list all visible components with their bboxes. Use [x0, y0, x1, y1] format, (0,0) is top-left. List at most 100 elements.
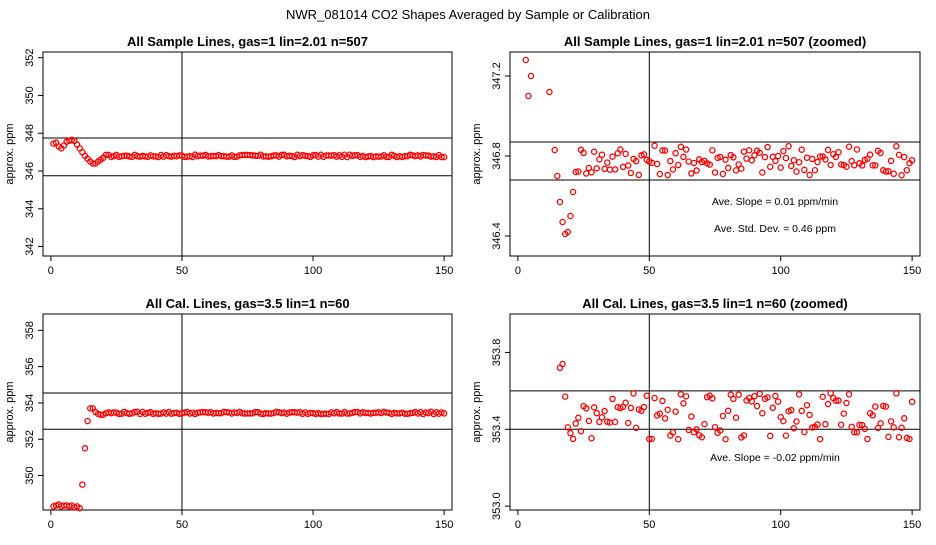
- data-point: [887, 157, 895, 165]
- y-tick-label: 350: [24, 466, 36, 484]
- data-point: [874, 424, 882, 432]
- y-tick-label: 353.4: [491, 416, 503, 444]
- data-point: [627, 169, 635, 177]
- data-point: [693, 167, 700, 174]
- data-point: [785, 142, 792, 150]
- data-point: [732, 167, 740, 174]
- data-point: [843, 163, 850, 171]
- data-point: [717, 427, 724, 434]
- data-point: [582, 405, 590, 412]
- data-point: [782, 432, 790, 439]
- data-point: [706, 161, 713, 168]
- chart-panel-4: All Cal. Lines, gas=3.5 lin=1 n=60 (zoom…: [471, 296, 921, 531]
- data-point: [832, 153, 840, 161]
- data-point: [869, 162, 876, 169]
- data-point: [664, 171, 671, 179]
- data-point: [630, 390, 637, 397]
- data-point: [759, 409, 766, 417]
- data-point: [851, 161, 858, 169]
- y-tick-label: 352: [24, 48, 36, 66]
- data-point: [890, 170, 897, 178]
- data-point: [853, 429, 861, 436]
- data-point: [669, 166, 677, 173]
- data-point: [556, 198, 564, 206]
- data-point: [598, 414, 606, 421]
- data-point: [648, 435, 656, 443]
- data-point: [738, 165, 745, 172]
- data-point: [569, 188, 577, 196]
- data-point: [795, 158, 803, 166]
- plot-frame: [509, 313, 921, 511]
- data-point: [743, 155, 750, 162]
- data-point: [806, 411, 813, 419]
- data-point: [837, 421, 845, 428]
- data-point: [900, 153, 908, 161]
- data-point: [893, 390, 900, 397]
- data-point: [656, 170, 664, 178]
- data-point: [672, 149, 679, 157]
- data-point: [837, 161, 845, 168]
- data-point: [680, 400, 687, 407]
- data-point: [756, 390, 763, 398]
- data-series: [50, 405, 448, 512]
- data-point: [908, 157, 916, 164]
- data-point: [81, 445, 89, 452]
- data-point: [661, 415, 669, 422]
- data-point: [115, 410, 123, 418]
- data-point: [722, 156, 729, 163]
- data-point: [674, 435, 682, 443]
- data-point: [102, 151, 110, 159]
- data-point: [527, 72, 535, 80]
- data-point: [585, 417, 593, 425]
- data-point: [801, 166, 808, 174]
- data-point: [661, 147, 669, 154]
- data-point: [724, 407, 732, 415]
- data-point: [819, 393, 827, 401]
- x-tick-label: 150: [903, 265, 921, 277]
- data-point: [827, 161, 834, 169]
- x-tick-label: 50: [643, 265, 655, 277]
- data-point: [682, 393, 690, 400]
- data-point: [735, 391, 742, 398]
- data-point: [895, 434, 903, 441]
- data-point: [79, 481, 86, 488]
- data-point: [845, 391, 853, 398]
- data-point: [627, 404, 635, 412]
- data-point: [801, 428, 808, 436]
- data-point: [567, 212, 574, 220]
- data-point: [609, 395, 616, 403]
- data-point: [659, 397, 666, 405]
- data-point: [632, 157, 640, 165]
- data-point: [843, 399, 850, 407]
- data-point: [782, 154, 790, 162]
- data-point: [774, 398, 782, 405]
- data-point: [564, 228, 572, 236]
- data-point: [756, 149, 763, 157]
- data-point: [832, 397, 840, 404]
- data-point: [622, 150, 629, 158]
- data-point: [806, 171, 813, 179]
- data-point: [898, 424, 905, 431]
- data-point: [730, 154, 737, 161]
- data-point: [822, 156, 829, 163]
- data-point: [688, 413, 695, 420]
- data-point: [561, 393, 569, 400]
- data-point: [685, 158, 692, 165]
- y-tick-label: 350: [24, 86, 36, 104]
- data-point: [383, 153, 390, 161]
- data-point: [664, 406, 671, 414]
- data-point: [525, 92, 532, 100]
- data-point: [669, 429, 677, 436]
- plot-frame: [509, 51, 921, 257]
- data-point: [872, 403, 879, 410]
- data-point: [759, 169, 766, 176]
- data-point: [751, 392, 758, 400]
- data-series: [522, 56, 916, 238]
- data-point: [793, 168, 800, 175]
- data-point: [903, 166, 911, 174]
- figure-suptitle: NWR_081014 CO2 Shapes Averaged by Sample…: [286, 7, 650, 22]
- y-tick-label: 352: [24, 430, 36, 448]
- data-point: [793, 418, 800, 425]
- data-point: [879, 402, 887, 410]
